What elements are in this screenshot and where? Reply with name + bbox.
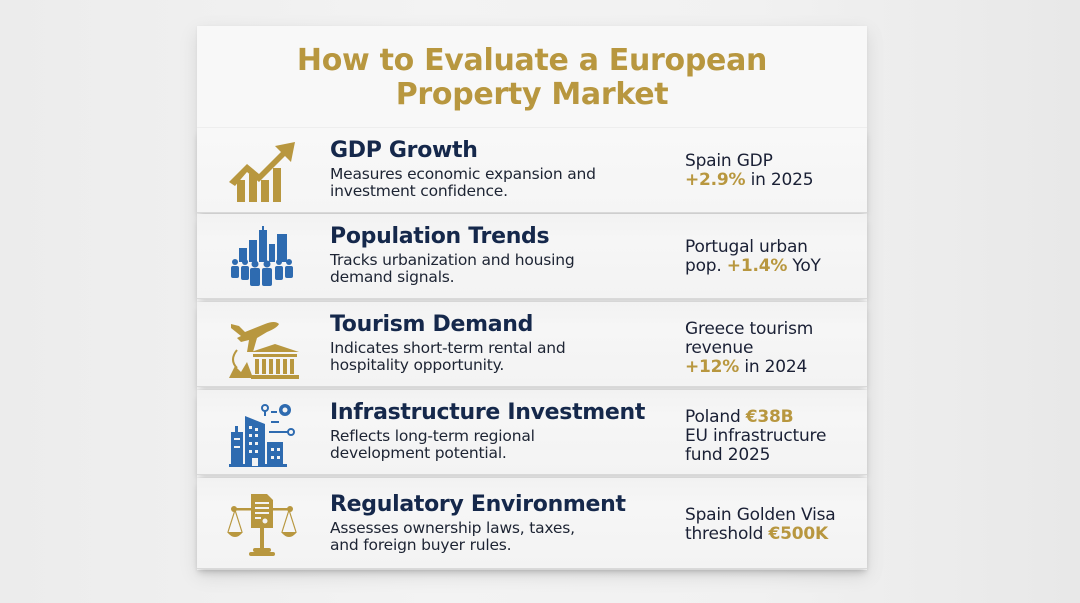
stat-highlight: €500K <box>768 524 828 544</box>
page-title: How to Evaluate a European Property Mark… <box>197 44 867 112</box>
card-description: Indicates short-term rental and hospital… <box>330 340 650 374</box>
stat-text: Poland <box>685 407 746 427</box>
card-description: Assesses ownership laws, taxes, and fore… <box>330 520 650 554</box>
card-title: Regulatory Environment <box>330 492 626 517</box>
card-gdp-growth: GDP Growth Measures economic expansion a… <box>197 128 867 213</box>
card-description: Tracks urbanization and housing demand s… <box>330 252 650 286</box>
card-infrastructure-investment: Infrastructure Investment Reflects long-… <box>197 390 867 475</box>
stat-text: threshold <box>685 524 769 544</box>
card-stat: Poland €38B EU infrastructure fund 2025 <box>685 408 865 465</box>
card-regulatory-environment: Regulatory Environment Assesses ownershi… <box>197 478 867 569</box>
card-stat: Portugal urban pop. +1.4% YoY <box>685 238 865 276</box>
stat-text: YoY <box>787 256 821 276</box>
title-line-1: How to Evaluate a European <box>296 43 768 78</box>
card-population-trends: Population Trends Tracks urbanization an… <box>197 214 867 299</box>
card-stat: Spain GDP +2.9% in 2025 <box>685 152 865 190</box>
card-tourism-demand: Tourism Demand Indicates short-term rent… <box>197 302 867 387</box>
stat-text: EU infrastructure <box>685 426 827 446</box>
card-stat: Greece tourism revenue +12% in 2024 <box>685 320 865 377</box>
card-description: Measures economic expansion and investme… <box>330 166 650 200</box>
infrastructure-building-icon <box>227 402 299 468</box>
stat-text: Spain GDP <box>685 151 773 171</box>
card-title: Population Trends <box>330 224 550 249</box>
desc-line: demand signals. <box>330 268 455 286</box>
stat-text: in 2024 <box>739 357 808 377</box>
stat-highlight: +2.9% <box>685 170 746 190</box>
stat-text: revenue <box>685 338 754 358</box>
stat-highlight: +12% <box>685 357 740 377</box>
stat-highlight: €38B <box>745 407 794 427</box>
stat-text: fund 2025 <box>685 445 771 465</box>
tourism-plane-icon <box>227 314 299 380</box>
desc-line: Tracks urbanization and housing <box>330 251 575 269</box>
card-title: Tourism Demand <box>330 312 534 337</box>
scales-document-icon <box>227 492 299 558</box>
population-city-icon <box>227 226 299 292</box>
desc-line: and foreign buyer rules. <box>330 536 512 554</box>
stat-text: Greece tourism <box>685 319 814 339</box>
stat-text: in 2025 <box>745 170 814 190</box>
desc-line: Assesses ownership laws, taxes, <box>330 519 575 537</box>
desc-line: Measures economic expansion and <box>330 165 596 183</box>
card-title: GDP Growth <box>330 138 478 163</box>
desc-line: hospitality opportunity. <box>330 356 505 374</box>
card-stat: Spain Golden Visa threshold €500K <box>685 506 865 544</box>
desc-line: development potential. <box>330 444 507 462</box>
desc-line: Reflects long-term regional <box>330 427 535 445</box>
card-title: Infrastructure Investment <box>330 400 646 425</box>
stat-text: Spain Golden Visa <box>685 505 836 525</box>
chart-growth-icon <box>227 140 299 206</box>
title-line-2: Property Market <box>395 77 669 112</box>
stat-text: Portugal urban <box>685 237 808 257</box>
stat-highlight: +1.4% <box>726 256 788 276</box>
stat-text: pop. <box>685 256 727 276</box>
card-description: Reflects long-term regional development … <box>330 428 650 462</box>
desc-line: investment confidence. <box>330 182 508 200</box>
desc-line: Indicates short-term rental and <box>330 339 566 357</box>
